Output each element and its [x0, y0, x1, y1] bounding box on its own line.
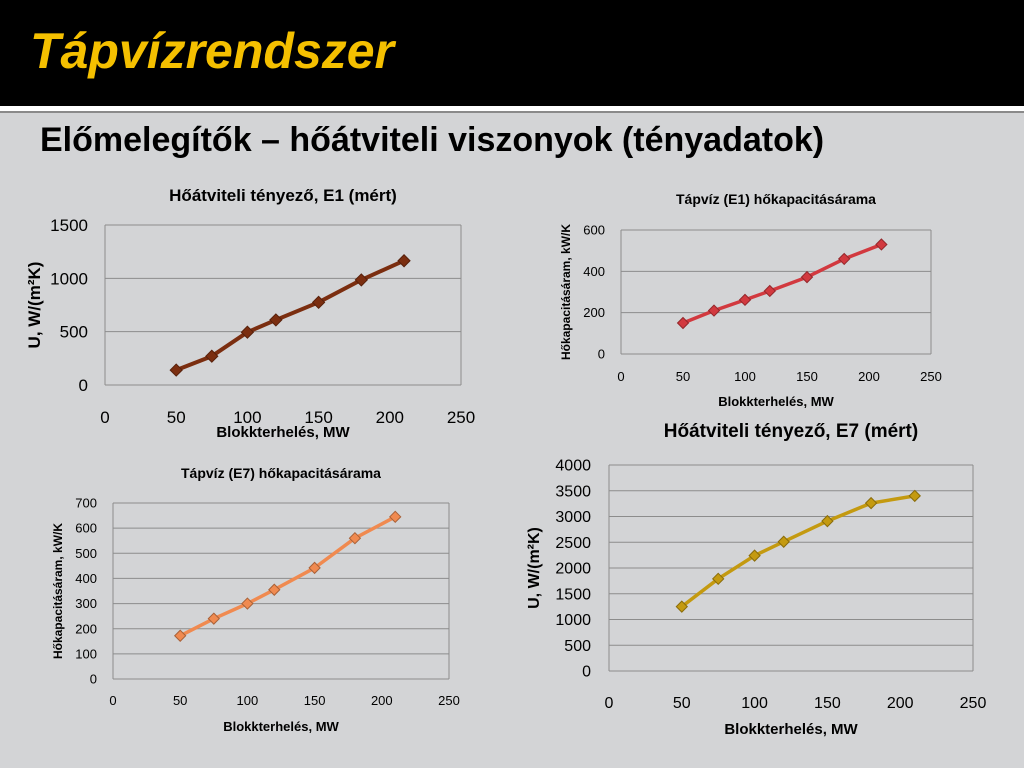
y-tick-label: 4000 — [555, 458, 591, 475]
x-tick-label: 100 — [237, 693, 259, 708]
chart-e1-heat-capacity-flow: Tápvíz (E1) hőkapacitásárama 0 200 400 600 0 5… — [559, 191, 942, 409]
chart-e7-heat-transfer: Hőátviteli tényező, E7 (mért)05001000150… — [526, 421, 987, 738]
chart-title: Hőátviteli tényező, E1 (mért) — [169, 186, 397, 205]
x-tick-label: 0 — [100, 408, 109, 427]
data-point-marker — [308, 561, 321, 575]
chart-title: Tápvíz (E7) hőkapacitásárama — [181, 465, 381, 481]
series-line — [680, 494, 917, 609]
data-point-marker — [738, 293, 752, 307]
data-point-marker — [748, 549, 761, 562]
y-tick-label: 600 — [75, 521, 97, 536]
x-tick-label: 100 — [233, 408, 261, 427]
y-tick-label: 1500 — [50, 216, 88, 235]
x-tick-label: 200 — [376, 408, 404, 427]
data-point-marker — [173, 629, 187, 642]
data-point-marker — [205, 349, 219, 363]
slide-subtitle: Előmelegítők – hőátviteli viszonyok (tén… — [40, 121, 825, 159]
x-tick-label: 0 — [617, 369, 624, 384]
x-tick-label: 250 — [438, 693, 460, 708]
chart-e7-heat-capacity-flow: Tápvíz (E7) hőkapacitásárama 0 100 200 300 40… — [51, 465, 460, 734]
data-point-marker — [707, 304, 721, 317]
y-tick-label: 500 — [60, 323, 88, 342]
y-tick-label: 3000 — [555, 509, 591, 526]
data-point-marker — [389, 510, 402, 524]
x-tick-label: 250 — [447, 408, 475, 427]
chart-title: Tápvíz (E1) hőkapacitásárama — [676, 191, 876, 207]
y-tick-label: 0 — [598, 347, 605, 362]
y-tick-label: 500 — [75, 546, 97, 561]
x-tick-label: 150 — [304, 693, 326, 708]
y-axis-label: U, W/(m²K) — [25, 262, 44, 349]
y-tick-label: 2500 — [555, 535, 591, 552]
data-point-marker — [397, 254, 411, 268]
x-tick-label: 250 — [920, 369, 942, 384]
data-point-marker — [348, 531, 362, 545]
data-point-marker — [241, 597, 254, 610]
data-point-marker — [169, 363, 183, 377]
data-point-marker — [777, 535, 790, 548]
y-tick-label: 2000 — [555, 561, 591, 578]
y-tick-label: 0 — [79, 376, 88, 395]
data-point-marker — [763, 284, 777, 298]
x-tick-label: 100 — [741, 695, 768, 712]
y-tick-label: 200 — [583, 305, 605, 320]
data-point-marker — [908, 489, 921, 503]
data-point-marker — [354, 273, 369, 287]
x-tick-label: 0 — [605, 695, 614, 712]
data-point-marker — [675, 600, 689, 613]
chart-title: Hőátviteli tényező, E7 (mért) — [664, 421, 918, 442]
data-point-marker — [676, 316, 690, 330]
x-tick-label: 100 — [734, 369, 756, 384]
y-tick-label: 3500 — [555, 483, 591, 500]
title-bar — [0, 0, 1024, 106]
y-tick-label: 1000 — [50, 269, 88, 288]
x-tick-label: 200 — [858, 369, 880, 384]
y-axis-label: Hőkapacitásáram, kW/K — [559, 224, 573, 360]
y-axis-label: Hőkapacitásáram, kW/K — [51, 523, 65, 659]
y-tick-label: 0 — [582, 664, 591, 681]
title-divider-shadow — [0, 111, 1024, 113]
x-axis-label: Blokkterhelés, MW — [724, 721, 858, 738]
y-tick-label: 600 — [583, 223, 605, 238]
y-tick-label: 100 — [75, 646, 97, 661]
slide-title: Tápvízrendszer — [30, 23, 395, 79]
data-point-marker — [800, 270, 814, 284]
y-tick-label: 400 — [75, 571, 97, 586]
data-point-marker — [207, 612, 221, 625]
x-tick-label: 150 — [814, 695, 841, 712]
x-tick-label: 50 — [167, 408, 186, 427]
y-tick-label: 700 — [75, 496, 97, 511]
title-divider — [0, 106, 1024, 111]
data-point-marker — [875, 238, 888, 251]
x-tick-label: 200 — [887, 695, 914, 712]
data-point-marker — [311, 295, 326, 310]
data-point-marker — [821, 514, 834, 528]
x-tick-label: 150 — [304, 408, 332, 427]
y-tick-label: 1000 — [555, 612, 591, 629]
x-tick-label: 50 — [673, 695, 691, 712]
x-tick-label: 200 — [371, 693, 393, 708]
data-point-marker — [864, 496, 878, 510]
chart-e1-heat-transfer: Hőátviteli tényező, E1 (mért)05001000150… — [25, 186, 475, 441]
y-tick-label: 200 — [75, 621, 97, 636]
data-point-marker — [711, 572, 725, 586]
x-tick-label: 50 — [173, 693, 187, 708]
data-point-marker — [837, 252, 851, 266]
data-point-marker — [269, 313, 283, 327]
x-axis-label: Blokkterhelés, MW — [216, 424, 350, 441]
x-axis-label: Blokkterhelés, MW — [718, 394, 834, 409]
y-tick-label: 500 — [564, 638, 591, 655]
x-axis-label: Blokkterhelés, MW — [223, 719, 339, 734]
y-tick-label: 400 — [583, 264, 605, 279]
data-point-marker — [268, 583, 281, 596]
x-tick-label: 50 — [676, 369, 690, 384]
y-tick-label: 0 — [90, 672, 97, 687]
y-axis-label: U, W/(m²K) — [526, 527, 543, 609]
x-tick-label: 250 — [960, 695, 987, 712]
y-tick-label: 300 — [75, 596, 97, 611]
x-tick-label: 0 — [109, 693, 116, 708]
x-tick-label: 150 — [796, 369, 818, 384]
data-point-marker — [240, 325, 255, 339]
y-tick-label: 1500 — [555, 586, 591, 603]
